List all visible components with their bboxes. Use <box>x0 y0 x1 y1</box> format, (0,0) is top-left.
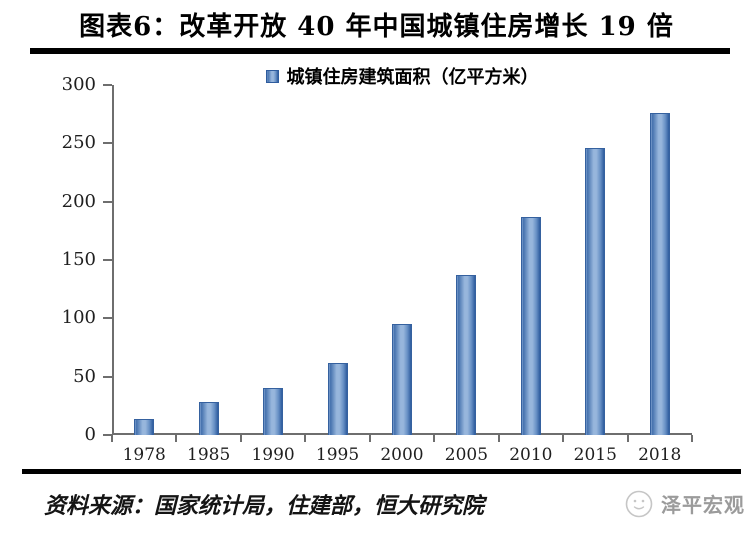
bar-column-2015 <box>563 85 627 435</box>
y-tick-mark <box>103 434 112 436</box>
y-tick-label-300: 300 <box>61 74 96 95</box>
x-tick-label-2018: 2018 <box>638 445 682 465</box>
x-tick-mark <box>304 435 307 442</box>
x-tick-label-1995: 1995 <box>315 445 360 465</box>
figure-title: 图表6：改革开放 40 年中国城镇住房增长 19 倍 <box>79 12 674 42</box>
x-tick-mark <box>691 435 693 442</box>
bar-column-1995 <box>305 85 369 435</box>
x-tick-mark <box>626 435 629 442</box>
y-tick-mark <box>103 317 112 320</box>
x-tick-mark <box>175 435 178 442</box>
bars-container <box>112 85 692 435</box>
x-axis-labels: 1978 1985 1990 1995 2000 2005 2010 2015 2018 <box>112 445 692 465</box>
x-tick-label-1990: 1990 <box>251 445 295 465</box>
y-tick-label-50: 50 <box>73 365 96 387</box>
x-tick-label-1985: 1985 <box>187 445 231 465</box>
bar-column-1990 <box>241 85 305 435</box>
y-axis-labels: 0 50 100 150 200 250 300 <box>36 76 96 444</box>
x-axis-ticks <box>111 435 693 442</box>
y-axis-ticks <box>102 84 112 436</box>
x-tick-mark <box>111 435 113 442</box>
bar-2015 <box>585 148 606 435</box>
watermark: 泽平宏观 <box>622 486 745 520</box>
bar-2005 <box>456 275 477 435</box>
legend-label: 城镇住房建筑面积（亿平方米） <box>286 67 539 88</box>
legend-swatch-icon <box>265 69 279 83</box>
y-tick-mark <box>103 200 112 203</box>
y-tick-label-100: 100 <box>61 307 96 329</box>
x-tick-mark <box>368 435 371 442</box>
x-tick-label-1978: 1978 <box>122 445 166 465</box>
bar-2010 <box>520 216 541 435</box>
watermark-label: 泽平宏观 <box>661 494 745 517</box>
chart-legend: 城镇住房建筑面积（亿平方米） <box>112 63 692 89</box>
bar-column-2000 <box>370 85 434 435</box>
x-tick-mark <box>433 435 436 442</box>
title-divider-rule <box>30 48 730 54</box>
y-tick-label-150: 150 <box>61 249 96 270</box>
bar-column-1978 <box>112 85 176 435</box>
source-note: 资料来源：国家统计局，住建部，恒大研究院 <box>44 493 485 519</box>
bar-1978 <box>134 418 155 435</box>
y-tick-mark <box>103 142 112 145</box>
y-tick-mark <box>103 84 112 86</box>
bar-1985 <box>198 402 219 435</box>
x-tick-mark <box>497 435 500 442</box>
y-tick-mark <box>103 375 112 378</box>
y-tick-label-200: 200 <box>61 190 96 212</box>
bar-1990 <box>263 388 284 435</box>
x-tick-mark <box>562 435 565 442</box>
bar-column-2010 <box>499 85 563 435</box>
bar-column-2005 <box>434 85 498 435</box>
y-tick-mark <box>103 259 112 261</box>
x-tick-label-2000: 2000 <box>380 445 424 465</box>
bar-2018 <box>649 113 670 435</box>
bar-column-2018 <box>628 85 692 435</box>
bar-column-1985 <box>176 85 240 435</box>
bar-1995 <box>327 362 348 435</box>
x-tick-label-2005: 2005 <box>444 445 489 465</box>
x-tick-label-2015: 2015 <box>573 445 617 465</box>
x-tick-label-2010: 2010 <box>509 445 553 465</box>
footer: 资料来源：国家统计局，住建部，恒大研究院 泽平宏观 <box>0 480 753 530</box>
y-tick-label-0: 0 <box>84 424 96 445</box>
sketch-face-logo-icon <box>625 490 653 518</box>
bar-2000 <box>391 324 412 435</box>
x-tick-mark <box>239 435 242 442</box>
footer-divider-rule <box>22 469 741 474</box>
y-tick-label-250: 250 <box>61 132 96 154</box>
